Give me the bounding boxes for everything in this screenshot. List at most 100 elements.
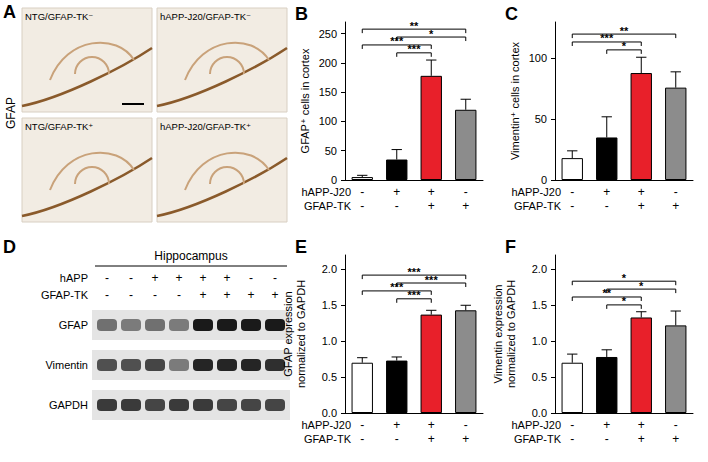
svg-text:+: + — [151, 271, 158, 285]
svg-text:Vimentin expression: Vimentin expression — [492, 285, 504, 384]
svg-text:1.5: 1.5 — [532, 299, 547, 311]
svg-text:-: - — [674, 185, 678, 199]
svg-text:-: - — [674, 418, 678, 432]
svg-text:-: - — [605, 199, 609, 213]
svg-text:+: + — [175, 271, 182, 285]
svg-text:-: - — [360, 418, 364, 432]
svg-text:+: + — [199, 288, 206, 302]
svg-text:+: + — [428, 185, 435, 199]
svg-text:100: 100 — [529, 52, 547, 64]
svg-text:A: A — [3, 2, 16, 22]
svg-text:0.5: 0.5 — [532, 371, 547, 383]
svg-text:-: - — [105, 288, 109, 302]
svg-text:GFAP-TK: GFAP-TK — [41, 289, 89, 301]
svg-text:GFAP-TK: GFAP-TK — [514, 433, 562, 445]
svg-text:normalized to GAPDH: normalized to GAPDH — [295, 280, 307, 388]
svg-text:hAPP-J20: hAPP-J20 — [511, 419, 561, 431]
svg-text:NTG/GFAP-TK⁺: NTG/GFAP-TK⁺ — [25, 121, 93, 132]
svg-text:+: + — [428, 199, 435, 213]
svg-text:+: + — [638, 432, 645, 446]
svg-text:+: + — [223, 271, 230, 285]
svg-text:-: - — [129, 288, 133, 302]
svg-text:0: 0 — [541, 174, 547, 186]
svg-text:hAPP: hAPP — [60, 272, 88, 284]
svg-text:GFAP: GFAP — [4, 97, 18, 129]
svg-text:0.0: 0.0 — [322, 407, 337, 419]
svg-text:GFAP expression: GFAP expression — [282, 291, 294, 376]
svg-text:**: ** — [620, 25, 629, 37]
svg-text:hAPP-J20: hAPP-J20 — [511, 186, 561, 198]
svg-text:-: - — [177, 288, 181, 302]
svg-text:B: B — [295, 4, 308, 24]
svg-text:2.0: 2.0 — [322, 263, 337, 275]
svg-text:+: + — [199, 271, 206, 285]
svg-text:-: - — [360, 432, 364, 446]
svg-text:F: F — [505, 237, 516, 257]
svg-text:+: + — [393, 185, 400, 199]
svg-text:*: * — [622, 272, 627, 284]
svg-text:1.0: 1.0 — [322, 335, 337, 347]
svg-text:+: + — [462, 432, 469, 446]
svg-text:-: - — [105, 271, 109, 285]
svg-text:NTG/GFAP-TK⁻: NTG/GFAP-TK⁻ — [25, 11, 93, 22]
svg-text:hAPP-J20: hAPP-J20 — [301, 419, 351, 431]
svg-text:0.5: 0.5 — [322, 371, 337, 383]
svg-text:-: - — [395, 199, 399, 213]
svg-text:Vimentin: Vimentin — [45, 359, 88, 371]
svg-text:+: + — [603, 185, 610, 199]
svg-text:GFAP-TK: GFAP-TK — [514, 200, 562, 212]
svg-text:+: + — [603, 418, 610, 432]
svg-text:+: + — [247, 288, 254, 302]
svg-text:GFAP: GFAP — [59, 319, 88, 331]
svg-text:GAPDH: GAPDH — [49, 399, 88, 411]
svg-text:50: 50 — [325, 145, 337, 157]
svg-text:0: 0 — [331, 174, 337, 186]
svg-text:+: + — [638, 185, 645, 199]
svg-text:-: - — [570, 199, 574, 213]
svg-text:Hippocampus: Hippocampus — [154, 249, 227, 263]
svg-text:-: - — [570, 418, 574, 432]
svg-text:+: + — [223, 288, 230, 302]
svg-text:GFAP⁺ cells in cortex: GFAP⁺ cells in cortex — [299, 48, 311, 153]
svg-text:GFAP-TK: GFAP-TK — [304, 433, 352, 445]
svg-text:+: + — [638, 199, 645, 213]
svg-text:0.0: 0.0 — [532, 407, 547, 419]
svg-text:-: - — [249, 271, 253, 285]
svg-text:+: + — [672, 199, 679, 213]
svg-text:150: 150 — [319, 86, 337, 98]
svg-text:1.5: 1.5 — [322, 299, 337, 311]
svg-text:100: 100 — [319, 115, 337, 127]
svg-text:-: - — [605, 432, 609, 446]
svg-text:**: ** — [410, 20, 419, 32]
svg-text:200: 200 — [319, 57, 337, 69]
svg-text:Vimentin⁺ cells in cortex: Vimentin⁺ cells in cortex — [509, 41, 521, 160]
svg-text:2.0: 2.0 — [532, 263, 547, 275]
svg-text:-: - — [570, 432, 574, 446]
svg-text:+: + — [271, 288, 278, 302]
svg-text:-: - — [273, 271, 277, 285]
svg-text:hAPP-J20/GFAP-TK⁻: hAPP-J20/GFAP-TK⁻ — [160, 11, 251, 22]
svg-text:+: + — [638, 418, 645, 432]
svg-text:250: 250 — [319, 28, 337, 40]
svg-text:-: - — [570, 185, 574, 199]
svg-text:-: - — [464, 418, 468, 432]
svg-text:-: - — [129, 271, 133, 285]
svg-text:-: - — [464, 185, 468, 199]
svg-text:+: + — [393, 418, 400, 432]
svg-text:E: E — [295, 237, 307, 257]
svg-text:***: *** — [408, 266, 422, 278]
svg-text:C: C — [505, 4, 518, 24]
svg-text:+: + — [428, 418, 435, 432]
svg-text:D: D — [3, 237, 16, 257]
svg-text:hAPP-J20: hAPP-J20 — [301, 186, 351, 198]
svg-text:normalized to GAPDH: normalized to GAPDH — [505, 280, 517, 388]
svg-text:+: + — [428, 432, 435, 446]
svg-text:-: - — [395, 432, 399, 446]
svg-text:+: + — [672, 432, 679, 446]
svg-text:+: + — [462, 199, 469, 213]
svg-text:GFAP-TK: GFAP-TK — [304, 200, 352, 212]
svg-text:50: 50 — [535, 113, 547, 125]
svg-text:hAPP-J20/GFAP-TK⁺: hAPP-J20/GFAP-TK⁺ — [160, 121, 251, 132]
svg-text:-: - — [360, 199, 364, 213]
svg-text:1.0: 1.0 — [532, 335, 547, 347]
